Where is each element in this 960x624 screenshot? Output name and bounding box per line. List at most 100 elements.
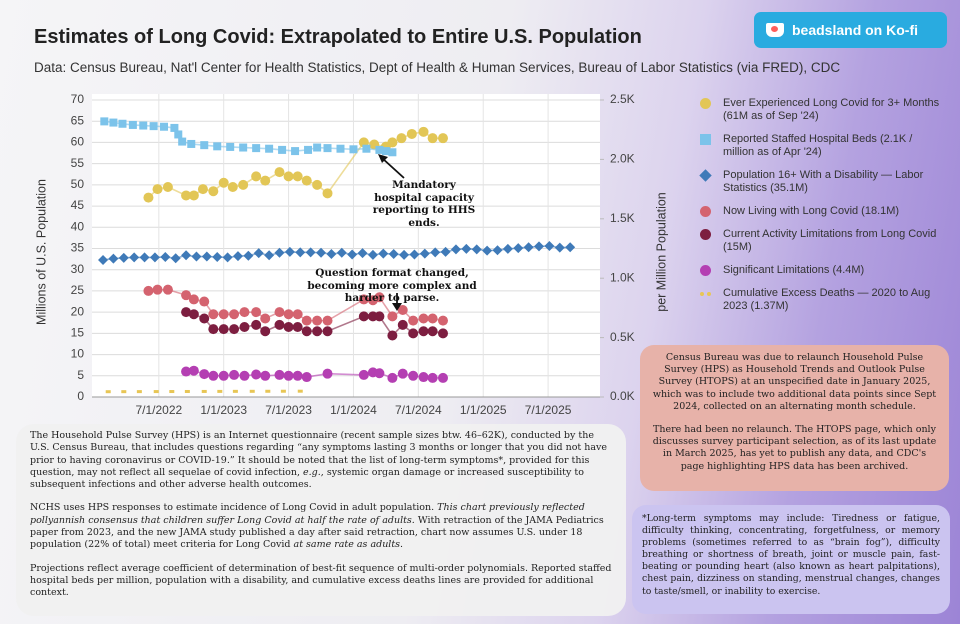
- point: [100, 117, 109, 126]
- point: [227, 181, 238, 192]
- y-tick-label: 70: [71, 92, 85, 106]
- text-run: With retraction of the JAMA Pediatrics p…: [30, 514, 604, 551]
- paragraph: The Household Pulse Survey (HPS) is an I…: [30, 430, 612, 491]
- point: [544, 240, 555, 251]
- text-run: , systemic organ damage or increased sus…: [30, 466, 584, 491]
- footnote: *Long-term symptoms may include: Tiredne…: [642, 513, 940, 597]
- point: [232, 251, 243, 262]
- point: [162, 181, 173, 192]
- point: [274, 247, 285, 258]
- y-tick-label: 65: [71, 113, 85, 127]
- chart-title: Estimates of Long Covid: Extrapolated to…: [34, 26, 642, 48]
- point: [181, 366, 192, 377]
- y-tick-label: 35: [71, 241, 85, 255]
- point: [200, 141, 209, 150]
- point: [387, 311, 398, 322]
- point: [208, 324, 219, 335]
- text-run: This chart previously reflected pollyann…: [30, 502, 585, 526]
- point: [397, 319, 408, 330]
- point: [461, 243, 472, 254]
- point: [217, 389, 223, 393]
- y2-tick-label: 2.5K: [610, 92, 635, 106]
- point: [139, 252, 150, 263]
- point: [419, 248, 430, 259]
- point: [437, 328, 448, 339]
- point: [252, 144, 261, 153]
- point: [139, 121, 148, 130]
- point: [174, 130, 183, 139]
- point: [229, 324, 240, 335]
- point: [292, 370, 303, 381]
- chart-subtitle: Data: Census Bureau, Nat'l Center for He…: [34, 60, 841, 75]
- point: [418, 313, 429, 324]
- legend: Ever Experienced Long Covid for 3+ Month…: [699, 97, 940, 323]
- x-tick-label: 7/1/2024: [395, 403, 442, 417]
- point: [143, 192, 154, 203]
- point: [305, 247, 316, 258]
- point: [149, 252, 160, 263]
- point: [280, 389, 286, 393]
- point: [375, 145, 384, 154]
- point: [523, 242, 534, 253]
- point: [265, 389, 271, 393]
- legend-entry: Reported Staffed Hospital Beds (2.1K / m…: [700, 133, 940, 159]
- point: [199, 313, 210, 324]
- point: [304, 145, 313, 154]
- legend-label: Cumulative Excess Deaths — 2020 to Aug 2…: [723, 287, 931, 312]
- point: [109, 118, 118, 127]
- point: [408, 370, 419, 381]
- point: [218, 370, 229, 381]
- point: [229, 369, 240, 380]
- x-tick-label: 1/1/2025: [460, 403, 507, 417]
- point: [440, 246, 451, 257]
- y-tick-label: 60: [71, 135, 85, 149]
- point: [301, 315, 312, 326]
- point: [374, 292, 385, 303]
- point: [218, 309, 229, 320]
- point: [534, 241, 545, 252]
- legend-marker: [700, 229, 711, 240]
- plot-area: [92, 94, 600, 397]
- text-run: The Household Pulse Survey (HPS) is an I…: [30, 430, 608, 478]
- point: [201, 251, 212, 262]
- point: [160, 122, 169, 131]
- kofi-button[interactable]: beadsland on Ko-fi: [754, 12, 947, 48]
- point: [301, 175, 312, 186]
- point: [201, 389, 207, 393]
- point: [239, 370, 250, 381]
- point: [208, 309, 219, 320]
- series-line: [104, 120, 393, 154]
- y-tick-label: 25: [71, 283, 85, 297]
- point: [301, 372, 312, 383]
- point: [513, 243, 524, 254]
- point: [208, 186, 219, 197]
- point: [291, 147, 300, 156]
- point: [188, 309, 199, 320]
- point: [358, 311, 369, 322]
- point: [387, 137, 398, 148]
- point: [153, 390, 159, 394]
- point: [283, 171, 294, 182]
- paragraph: Census Bureau was due to relaunch Househ…: [652, 352, 937, 412]
- point: [199, 369, 210, 380]
- annotation-arrow: [381, 157, 405, 179]
- point: [357, 248, 368, 259]
- annotation-arrowhead: [378, 154, 388, 163]
- point: [374, 368, 385, 379]
- point: [191, 251, 202, 262]
- legend-entry: Significant Limitations (4.4M): [700, 264, 940, 277]
- point: [105, 390, 111, 394]
- text-run: Projections reflect average coefficient …: [30, 562, 612, 599]
- x-tick-label: 7/1/2025: [525, 403, 572, 417]
- point: [378, 248, 389, 259]
- x-tick-label: 7/1/2023: [265, 403, 312, 417]
- point: [160, 251, 171, 262]
- point: [181, 307, 192, 318]
- y-tick-label: 40: [71, 219, 85, 233]
- point: [358, 294, 369, 305]
- point: [181, 290, 192, 301]
- point: [399, 249, 410, 260]
- point: [178, 137, 187, 146]
